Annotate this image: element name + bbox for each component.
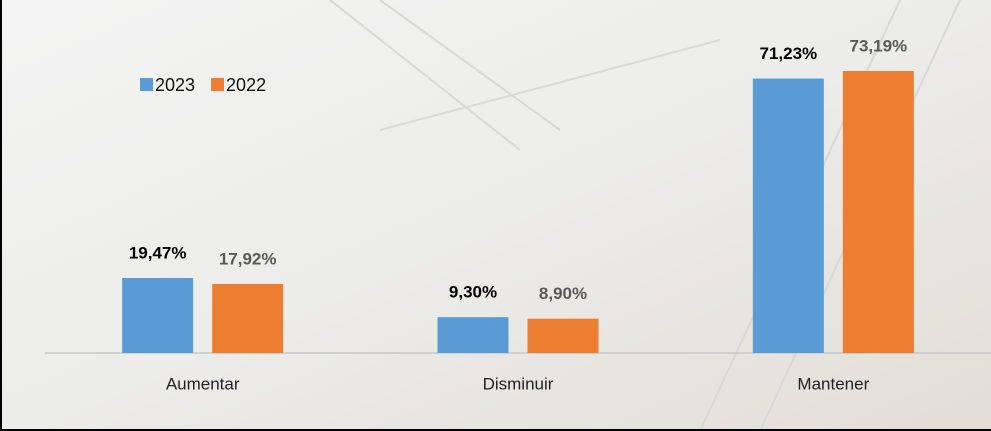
x-tick-label: Aumentar xyxy=(166,374,240,393)
data-label: 9,30% xyxy=(449,283,497,302)
legend-label: 2022 xyxy=(226,75,266,95)
background xyxy=(0,0,991,431)
page: Aumentar 19,47% 17,92% Disminuir 9,30% 8,90% M… xyxy=(0,0,991,431)
legend-swatch xyxy=(211,78,224,91)
bar xyxy=(843,71,914,353)
bar xyxy=(753,79,824,353)
data-label: 19,47% xyxy=(129,243,187,262)
bar xyxy=(122,278,193,353)
x-tick-label: Mantener xyxy=(797,374,869,393)
data-label: 17,92% xyxy=(219,249,277,268)
bar xyxy=(438,317,509,353)
bar xyxy=(212,284,283,353)
chart: Aumentar 19,47% 17,92% Disminuir 9,30% 8,90% M… xyxy=(0,0,991,431)
data-label: 71,23% xyxy=(759,44,817,63)
legend-swatch xyxy=(140,78,153,91)
data-label: 8,90% xyxy=(539,284,587,303)
x-tick-label: Disminuir xyxy=(483,374,554,393)
legend-label: 2023 xyxy=(155,75,195,95)
data-label: 73,19% xyxy=(849,36,907,55)
bar xyxy=(528,319,599,353)
